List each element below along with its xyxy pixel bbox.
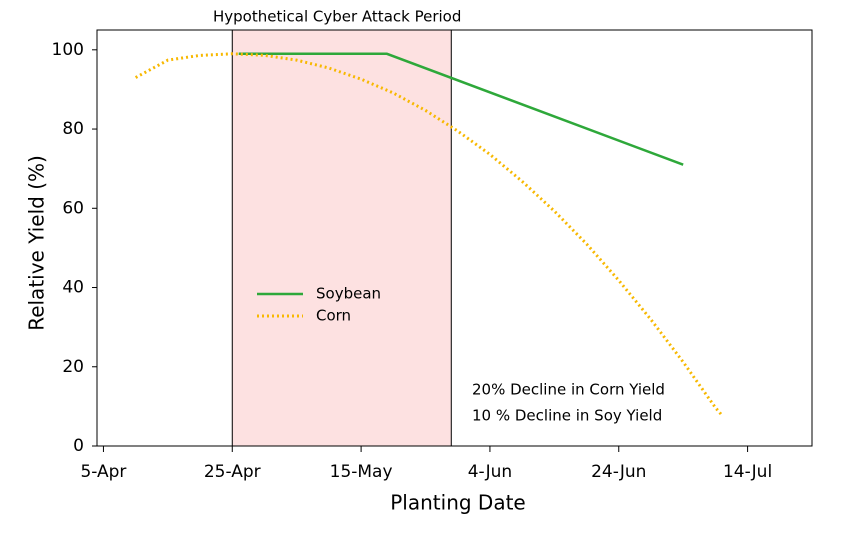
x-tick-label: 25-Apr xyxy=(204,462,261,482)
series-line xyxy=(238,52,684,166)
x-tick-label: 5-Apr xyxy=(80,462,126,482)
y-tick-label: 80 xyxy=(62,119,84,139)
x-tick-label: 24-Jun xyxy=(591,462,646,482)
series-line xyxy=(134,52,723,417)
annotation: 20% Decline in Corn Yield xyxy=(472,381,665,399)
y-tick-label: 60 xyxy=(62,198,84,218)
legend-label: Corn xyxy=(316,307,351,325)
y-tick-label: 100 xyxy=(52,40,84,60)
x-tick-label: 4-Jun xyxy=(468,462,512,482)
annotation: 10 % Decline in Soy Yield xyxy=(472,407,662,425)
y-axis-title: Relative Yield (%) xyxy=(25,155,49,331)
legend-label: Soybean xyxy=(316,285,381,303)
x-tick-label: 15-May xyxy=(330,462,393,482)
y-tick-label: 40 xyxy=(62,278,84,298)
y-tick-label: 0 xyxy=(73,436,84,456)
y-tick-label: 20 xyxy=(62,357,84,377)
x-tick-label: 14-Jul xyxy=(723,462,772,482)
plot-frame xyxy=(96,29,813,447)
highlight-band xyxy=(232,30,452,446)
highlight-label: Hypothetical Cyber Attack Period xyxy=(213,8,461,26)
x-axis-title: Planting Date xyxy=(390,491,525,515)
